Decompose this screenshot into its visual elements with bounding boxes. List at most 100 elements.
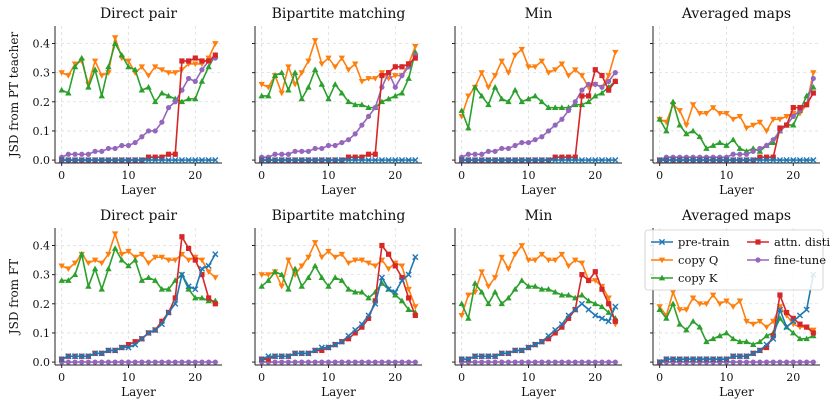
data-point-copy-q xyxy=(318,254,325,261)
data-point-attn-distill xyxy=(265,356,271,362)
data-point-fine-tune xyxy=(359,359,365,365)
data-point-pre-train xyxy=(372,156,379,164)
data-point-copy-q xyxy=(518,46,525,53)
data-point-copy-q xyxy=(98,73,105,79)
data-point-copy-k xyxy=(511,86,519,93)
series-fine-tune xyxy=(459,359,618,365)
data-point-fine-tune xyxy=(606,78,612,84)
data-point-fine-tune xyxy=(485,359,491,365)
data-point-attn-distill xyxy=(359,154,365,160)
data-point-copy-k xyxy=(471,84,479,90)
data-point-copy-k xyxy=(352,101,359,108)
data-point-copy-k xyxy=(65,277,72,283)
data-point-pre-train xyxy=(605,318,612,325)
data-point-fine-tune xyxy=(319,359,325,365)
data-point-pre-train xyxy=(352,156,359,164)
data-point-fine-tune xyxy=(586,81,592,87)
data-point-copy-q xyxy=(770,116,777,123)
data-point-copy-q xyxy=(498,58,505,65)
data-point-pre-train xyxy=(803,306,810,313)
data-point-copy-q xyxy=(138,64,146,71)
data-point-copy-q xyxy=(412,44,419,50)
data-point-pre-train xyxy=(372,300,379,307)
data-point-fine-tune xyxy=(379,359,385,365)
data-point-fine-tune xyxy=(539,134,545,140)
data-point-copy-k xyxy=(85,84,92,90)
data-point-copy-k xyxy=(592,300,599,307)
data-point-pre-train xyxy=(525,156,532,164)
data-point-fine-tune xyxy=(784,359,790,365)
data-point-attn-distill xyxy=(810,90,816,96)
data-point-attn-distill xyxy=(165,151,172,157)
data-point-pre-train xyxy=(465,356,472,363)
data-point-copy-q xyxy=(372,263,379,270)
data-point-copy-k xyxy=(291,69,299,76)
data-point-copy-q xyxy=(743,318,750,325)
data-point-fine-tune xyxy=(777,359,783,365)
data-point-copy-k xyxy=(145,274,152,280)
data-point-attn-distill xyxy=(763,344,770,351)
data-point-copy-k xyxy=(385,95,392,102)
data-point-fine-tune xyxy=(339,139,345,146)
data-point-copy-k xyxy=(198,294,206,301)
data-point-copy-q xyxy=(358,257,366,264)
data-point-copy-q xyxy=(365,260,372,267)
data-point-fine-tune xyxy=(797,359,803,365)
data-point-copy-k xyxy=(592,92,599,99)
data-point-pre-train xyxy=(138,335,145,342)
data-point-copy-k xyxy=(71,271,79,278)
data-point-pre-train xyxy=(85,353,92,360)
x-tick-label: 20 xyxy=(786,371,800,384)
data-point-pre-train xyxy=(178,156,186,164)
data-point-copy-q xyxy=(511,251,519,258)
data-point-copy-k xyxy=(338,277,346,283)
data-point-attn-distill xyxy=(125,341,132,348)
y-tick-label: 0.1 xyxy=(33,125,51,138)
x-axis-label: Layer xyxy=(719,183,754,197)
data-point-copy-k xyxy=(125,63,132,70)
x-tick-label: 10 xyxy=(321,169,335,182)
data-point-copy-k xyxy=(118,51,125,58)
data-point-copy-q xyxy=(491,275,499,281)
x-tick-label: 0 xyxy=(458,169,465,182)
data-point-copy-q xyxy=(192,61,199,68)
data-point-copy-k xyxy=(138,86,146,93)
data-point-copy-k xyxy=(531,92,539,99)
data-point-copy-q xyxy=(311,38,319,44)
data-point-copy-k xyxy=(265,277,272,283)
data-point-copy-q xyxy=(756,318,764,325)
legend-label: attn. distill xyxy=(774,235,830,249)
data-point-pre-train xyxy=(58,156,65,164)
data-point-pre-train xyxy=(271,353,279,360)
data-point-copy-k xyxy=(91,66,99,73)
data-point-copy-q xyxy=(198,257,206,264)
data-point-attn-distill xyxy=(399,274,405,281)
data-point-pre-train xyxy=(345,156,352,164)
data-point-fine-tune xyxy=(545,359,552,365)
data-point-copy-k xyxy=(165,286,172,292)
data-point-copy-k xyxy=(98,92,105,99)
data-point-copy-k xyxy=(518,98,525,105)
data-point-fine-tune xyxy=(99,359,105,365)
data-point-copy-q xyxy=(291,81,299,88)
data-point-copy-q xyxy=(125,58,132,65)
legend: pre-train copy Q copy K attn. distill fine-t… xyxy=(644,229,830,291)
y-tick-label: 0.2 xyxy=(33,96,51,109)
data-point-pre-train xyxy=(165,156,172,164)
data-point-copy-q xyxy=(723,298,730,305)
data-point-pre-train xyxy=(598,315,606,322)
data-point-copy-k xyxy=(352,288,359,295)
data-point-copy-k xyxy=(505,294,512,301)
data-point-attn-distill xyxy=(199,58,205,64)
data-point-copy-k xyxy=(285,86,292,93)
data-point-pre-train xyxy=(796,312,804,319)
data-point-fine-tune xyxy=(352,131,358,137)
x-tick-label: 10 xyxy=(719,169,733,182)
data-point-fine-tune xyxy=(505,359,512,365)
data-point-fine-tune xyxy=(412,359,418,365)
data-point-pre-train xyxy=(185,283,192,290)
legend-label: pre-train xyxy=(678,235,730,249)
data-point-pre-train xyxy=(689,356,697,363)
data-point-fine-tune xyxy=(159,359,165,365)
